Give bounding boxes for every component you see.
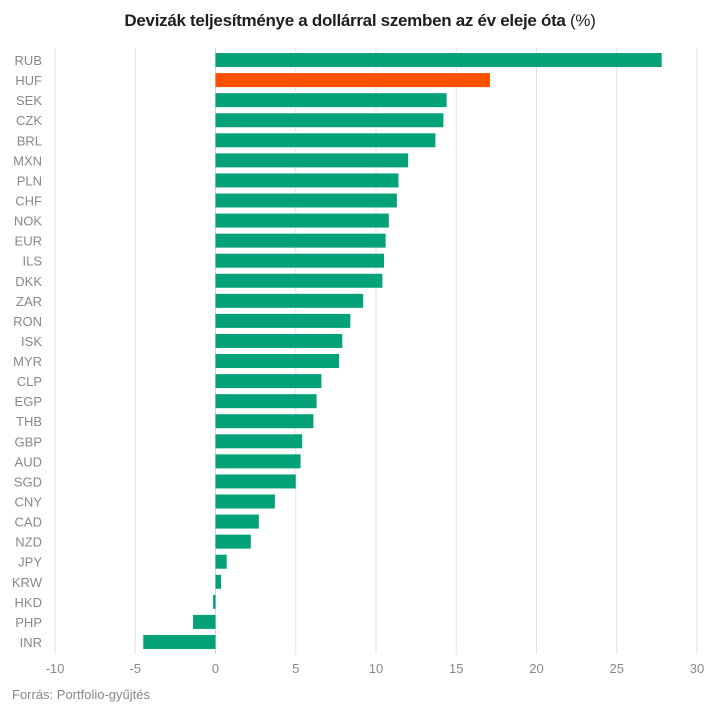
category-label: ZAR xyxy=(16,294,42,309)
bar-brl xyxy=(215,133,436,148)
bar-cad xyxy=(215,514,259,529)
bar-eur xyxy=(215,233,386,248)
source-note: Forrás: Portfolio-gyűjtés xyxy=(12,687,150,702)
chart-title: Devizák teljesítménye a dollárral szembe… xyxy=(0,11,720,31)
bar-sek xyxy=(215,93,447,108)
bar-czk xyxy=(215,113,444,128)
category-label: BRL xyxy=(17,133,42,148)
bar-dkk xyxy=(215,273,383,288)
category-label: PHP xyxy=(15,615,42,630)
category-label: HKD xyxy=(15,595,42,610)
category-label: JPY xyxy=(18,555,42,570)
category-label: SEK xyxy=(16,93,42,108)
gridlines xyxy=(54,48,698,654)
category-label: GBP xyxy=(15,434,42,449)
category-label: MYR xyxy=(13,354,42,369)
x-tick-label: 25 xyxy=(610,661,624,676)
x-tick-label: -10 xyxy=(46,661,65,676)
bar-clp xyxy=(215,374,322,389)
bar-krw xyxy=(215,574,222,589)
x-tick-label: 5 xyxy=(292,661,299,676)
category-label: NZD xyxy=(15,535,42,550)
x-tick-label: 10 xyxy=(369,661,383,676)
category-label: ILS xyxy=(22,254,42,269)
category-label: DKK xyxy=(15,274,42,289)
bar-gbp xyxy=(215,434,303,449)
bar-ron xyxy=(215,313,351,328)
bar-nzd xyxy=(215,534,251,549)
bar-ils xyxy=(215,253,385,268)
bar-huf xyxy=(215,73,490,88)
category-label: EUR xyxy=(15,234,42,249)
category-label: PLN xyxy=(17,173,42,188)
category-label: CZK xyxy=(16,113,42,128)
category-label: CAD xyxy=(15,515,42,530)
bar-thb xyxy=(215,414,314,429)
bar-isk xyxy=(215,333,343,348)
category-label: AUD xyxy=(15,454,42,469)
x-tick-label: 0 xyxy=(212,661,219,676)
category-labels: RUB HUF SEK CZK BRL MXN PLN CHF NOK EUR ILS DKK ZAR R… xyxy=(12,53,43,650)
category-label: EGP xyxy=(15,394,42,409)
bars xyxy=(143,53,662,649)
category-label: RUB xyxy=(15,53,42,68)
bar-zar xyxy=(215,293,364,308)
bar-inr xyxy=(143,634,216,649)
category-label: THB xyxy=(16,414,42,429)
bar-myr xyxy=(215,354,340,369)
x-tick-label: 30 xyxy=(690,661,704,676)
x-tick-labels: -10 -5 0 5 10 15 20 25 30 xyxy=(46,661,705,676)
category-label: RON xyxy=(13,314,42,329)
bar-chf xyxy=(215,193,397,208)
bar-aud xyxy=(215,454,301,469)
category-label: KRW xyxy=(12,575,43,590)
category-label: NOK xyxy=(14,214,43,229)
category-label: SGD xyxy=(14,474,42,489)
bar-cny xyxy=(215,494,275,509)
bar-hkd xyxy=(213,594,216,609)
bar-pln xyxy=(215,173,399,188)
bar-php xyxy=(193,614,216,629)
x-tick-label: -5 xyxy=(129,661,141,676)
category-label: INR xyxy=(20,635,42,650)
bar-jpy xyxy=(215,554,227,569)
category-label: HUF xyxy=(15,73,42,88)
bar-sgd xyxy=(215,474,296,489)
bar-mxn xyxy=(215,153,409,168)
bar-nok xyxy=(215,213,389,228)
category-label: CLP xyxy=(17,374,42,389)
bar-rub xyxy=(215,53,662,68)
x-tick-label: 20 xyxy=(529,661,543,676)
category-label: CNY xyxy=(15,495,43,510)
category-label: CHF xyxy=(15,194,42,209)
category-label: ISK xyxy=(21,334,42,349)
chart-title-text: Devizák teljesítménye a dollárral szembe… xyxy=(124,11,566,30)
chart-title-unit: (%) xyxy=(570,11,596,30)
x-tick-label: 15 xyxy=(449,661,463,676)
category-label: MXN xyxy=(13,153,42,168)
bar-egp xyxy=(215,394,317,409)
